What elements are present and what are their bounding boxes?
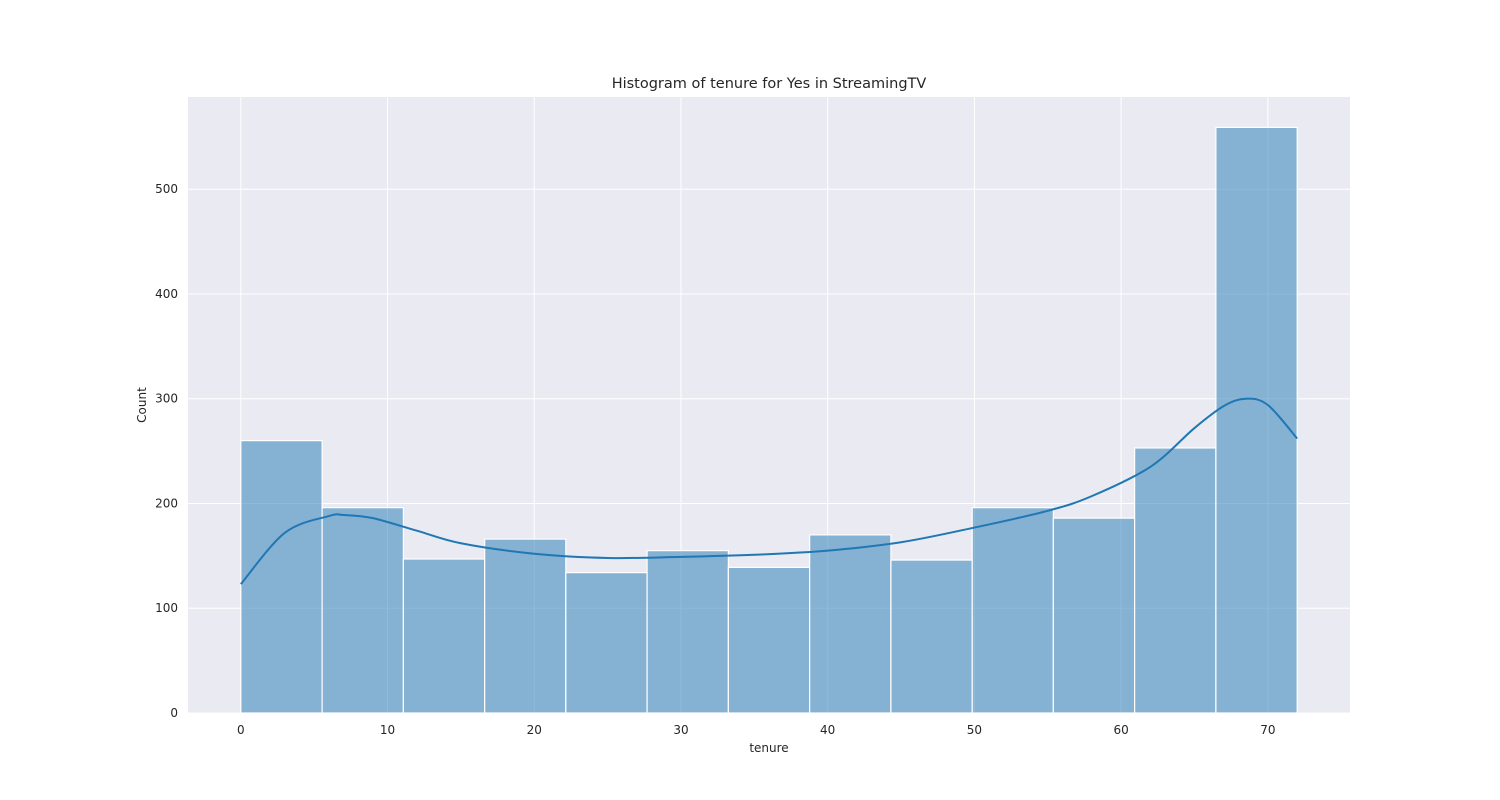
y-tick-label: 400 [155, 287, 178, 301]
chart-title: Histogram of tenure for Yes in Streaming… [612, 76, 927, 92]
x-tick-label: 50 [967, 723, 982, 737]
y-tick-label: 500 [155, 182, 178, 196]
histogram-bars [240, 126, 1298, 714]
histogram-bar [890, 559, 973, 714]
x-tick-label: 10 [380, 723, 395, 737]
y-tick-label: 0 [170, 706, 178, 720]
x-tick-label: 60 [1113, 723, 1128, 737]
y-tick-label: 100 [155, 601, 178, 615]
histogram-bar [1134, 447, 1217, 714]
kde-curve [240, 397, 1298, 585]
x-tick-label: 20 [527, 723, 542, 737]
histogram-bar [727, 566, 811, 714]
x-axis-label: tenure [749, 741, 788, 755]
x-axis-ticks: 0 10 20 30 40 50 60 70 [237, 723, 1275, 737]
histogram-bar [321, 507, 404, 714]
histogram-bar [240, 440, 323, 714]
histogram-bar [1215, 126, 1298, 714]
y-tick-label: 200 [155, 496, 178, 510]
histogram-bar [484, 538, 567, 714]
histogram-bar [565, 572, 648, 714]
histogram-bar [971, 507, 1054, 714]
y-axis-ticks: 0 100 200 300 400 500 [155, 182, 178, 720]
histogram-bar [1052, 517, 1136, 714]
x-tick-label: 40 [820, 723, 835, 737]
histogram-bar [402, 558, 486, 714]
histogram-bar [809, 534, 892, 714]
x-tick-label: 0 [237, 723, 245, 737]
y-tick-label: 300 [155, 392, 178, 406]
histogram-bar [646, 550, 729, 714]
x-tick-label: 70 [1260, 723, 1275, 737]
x-tick-label: 30 [673, 723, 688, 737]
y-axis-label: Count [135, 387, 149, 423]
